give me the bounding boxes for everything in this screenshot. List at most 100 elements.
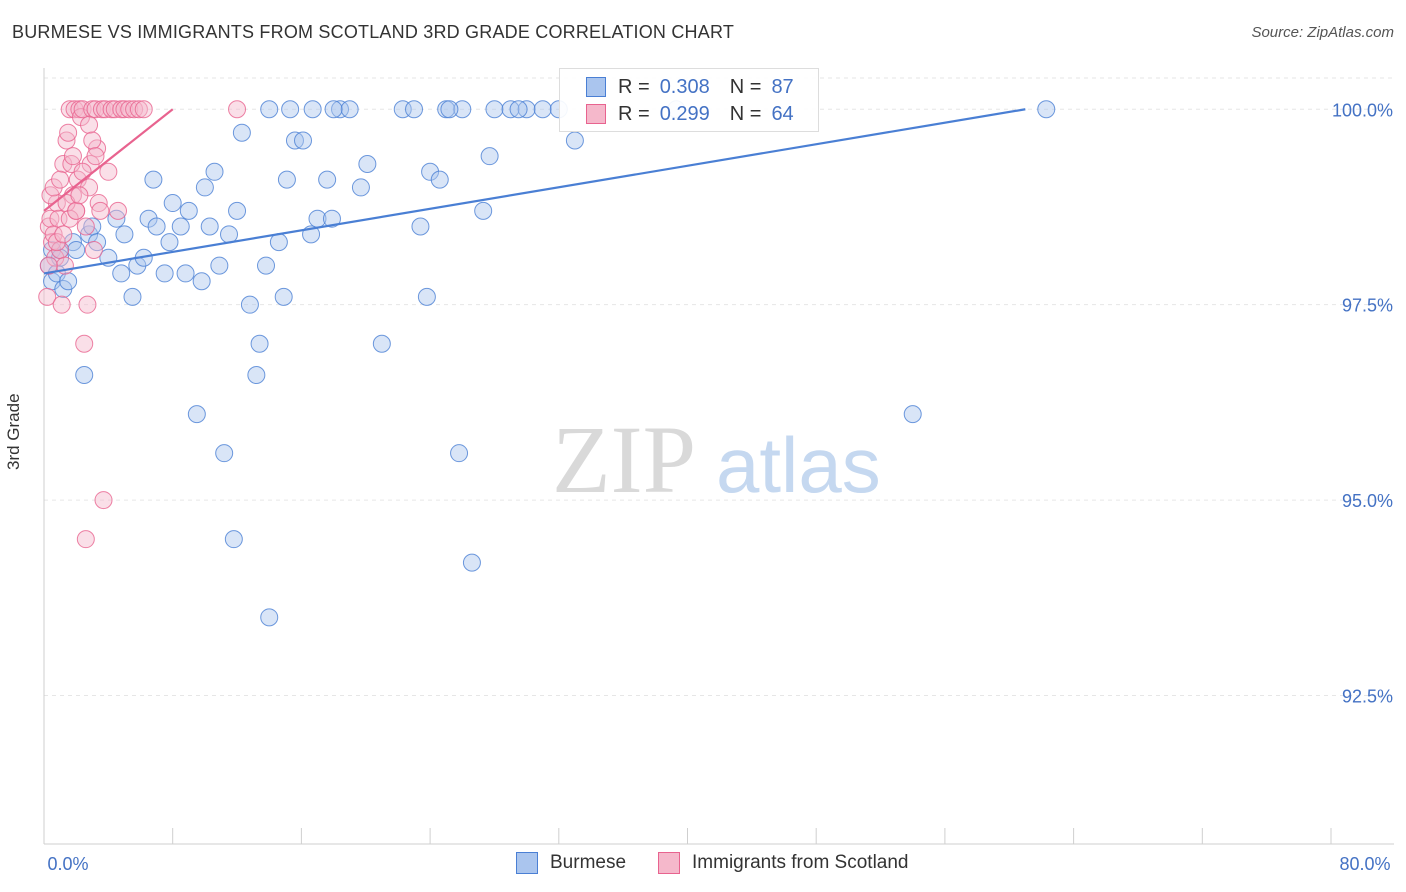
- point-burmese-80: [281, 100, 300, 119]
- point-burmese-41: [250, 334, 269, 353]
- point-scotland-63: [86, 147, 105, 166]
- series-scotland-points: [38, 100, 247, 549]
- point-scotland-40: [109, 201, 128, 220]
- watermark-atlas: atlas: [716, 421, 881, 509]
- point-scotland-56: [63, 147, 82, 166]
- point-scotland-35: [94, 491, 113, 510]
- point-burmese-39: [240, 295, 259, 314]
- point-burmese-25: [171, 217, 190, 236]
- legend-r-value-burmese: 0.308: [659, 75, 710, 98]
- y-tick-label-2: 95.0%: [1342, 491, 1393, 511]
- point-burmese-73: [533, 100, 552, 119]
- point-scotland-29: [84, 240, 103, 259]
- point-burmese-23: [160, 233, 179, 252]
- point-burmese-61: [417, 287, 436, 306]
- series-legend: Burmese Immigrants from Scotland: [516, 852, 941, 874]
- point-scotland-0: [38, 287, 57, 306]
- point-burmese-70: [485, 100, 504, 119]
- point-burmese-82: [324, 100, 343, 119]
- series-burmese-points: [39, 100, 1056, 627]
- point-scotland-25: [78, 295, 97, 314]
- point-scotland-36: [96, 100, 115, 119]
- legend-item-scotland[interactable]: Immigrants from Scotland: [658, 852, 909, 874]
- point-burmese-57: [372, 334, 391, 353]
- point-burmese-30: [195, 178, 214, 197]
- point-scotland-60: [76, 217, 95, 236]
- point-burmese-13: [107, 209, 126, 228]
- point-burmese-22: [155, 264, 174, 283]
- point-burmese-31: [200, 217, 219, 236]
- point-scotland-62: [83, 131, 102, 150]
- point-burmese-7: [67, 240, 86, 259]
- y-tick-label-0: 100.0%: [1332, 100, 1393, 120]
- point-burmese-45: [274, 287, 293, 306]
- legend-swatch-scotland: [586, 104, 606, 124]
- point-burmese-63: [430, 170, 449, 189]
- point-scotland-39: [105, 100, 124, 119]
- point-burmese-34: [215, 444, 234, 463]
- point-burmese-43: [260, 608, 279, 627]
- trend-line-burmese: [43, 108, 1026, 275]
- legend-n-label: N =: [729, 102, 762, 125]
- gridlines: [44, 77, 1394, 696]
- point-scotland-61: [80, 115, 99, 134]
- point-burmese-54: [340, 100, 359, 119]
- point-scotland-43: [120, 100, 139, 119]
- point-scotland-9: [52, 295, 71, 314]
- point-burmese-48: [294, 131, 313, 150]
- point-burmese-77: [903, 405, 922, 424]
- point-scotland-45: [129, 100, 148, 119]
- point-burmese-69: [480, 147, 499, 166]
- point-scotland-58: [70, 186, 89, 205]
- legend-row-burmese: R = 0.308 N = 87: [586, 74, 794, 100]
- chart-title: BURMESE VS IMMIGRANTS FROM SCOTLAND 3RD …: [12, 22, 735, 42]
- legend-label-scotland: Immigrants from Scotland: [692, 852, 909, 873]
- point-burmese-62: [421, 162, 440, 181]
- point-burmese-65: [450, 444, 469, 463]
- point-scotland-37: [99, 162, 118, 181]
- point-burmese-52: [322, 209, 341, 228]
- point-burmese-21: [147, 217, 166, 236]
- watermark: ZIP atlas: [552, 406, 881, 513]
- point-burmese-59: [405, 100, 424, 119]
- point-scotland-24: [76, 530, 95, 549]
- point-burmese-67: [462, 553, 481, 572]
- point-burmese-56: [358, 154, 377, 173]
- legend-swatch-burmese: [586, 77, 606, 97]
- x-tick-label-0: 0.0%: [47, 854, 88, 874]
- point-scotland-30: [86, 100, 105, 119]
- point-burmese-75: [565, 131, 584, 150]
- point-burmese-60: [411, 217, 430, 236]
- point-scotland-47: [228, 100, 247, 119]
- legend-r-value-scotland: 0.299: [659, 102, 710, 125]
- point-scotland-12: [57, 131, 76, 150]
- point-scotland-33: [91, 201, 110, 220]
- point-burmese-15: [115, 225, 134, 244]
- point-burmese-79: [260, 100, 279, 119]
- point-burmese-78: [1037, 100, 1056, 119]
- point-burmese-66: [453, 100, 472, 119]
- point-burmese-83: [440, 100, 459, 119]
- y-tick-label-1: 97.5%: [1342, 296, 1393, 316]
- point-burmese-32: [205, 162, 224, 181]
- legend-r-label: R =: [618, 102, 650, 125]
- point-burmese-37: [228, 201, 247, 220]
- y-tick-labels: 100.0% 97.5% 95.0% 92.5%: [1332, 100, 1393, 706]
- point-burmese-20: [144, 170, 163, 189]
- point-burmese-28: [187, 405, 206, 424]
- point-burmese-8: [75, 366, 94, 385]
- legend-row-scotland: R = 0.299 N = 64: [586, 101, 794, 127]
- point-scotland-22: [73, 100, 92, 119]
- point-burmese-29: [192, 272, 211, 291]
- point-burmese-81: [303, 100, 322, 119]
- legend-swatch-burmese: [516, 852, 538, 874]
- trend-lines: [43, 108, 1026, 275]
- stats-legend: R = 0.308 N = 87 R = 0.299 N = 64: [559, 68, 819, 132]
- point-scotland-57: [67, 201, 86, 220]
- point-scotland-48: [39, 256, 58, 275]
- point-burmese-46: [277, 170, 296, 189]
- point-scotland-26: [80, 178, 99, 197]
- legend-item-burmese[interactable]: Burmese: [516, 852, 626, 874]
- x-tick-label-1: 80.0%: [1339, 854, 1390, 874]
